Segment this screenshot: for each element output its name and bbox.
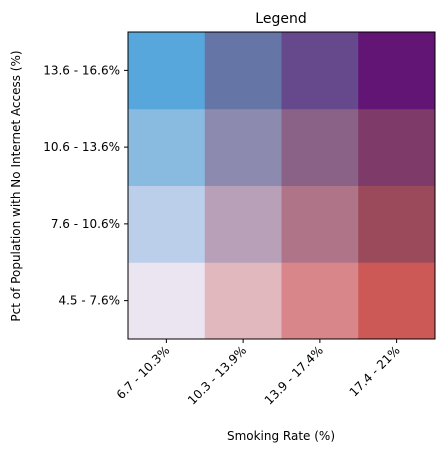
y-tick-label: 10.6 - 13.6% bbox=[43, 140, 120, 154]
y-tick-label: 13.6 - 16.6% bbox=[43, 63, 120, 77]
heatmap-cell bbox=[204, 185, 282, 263]
y-axis: 4.5 - 7.6% 7.6 - 10.6% 10.6 - 13.6% 13.6 - … bbox=[43, 63, 128, 308]
heatmap-cell bbox=[281, 262, 359, 340]
chart-title: Legend bbox=[255, 11, 306, 27]
x-tick-label: 13.9 - 17.4% bbox=[262, 343, 326, 407]
heatmap-cell bbox=[204, 262, 282, 340]
heatmap-cell bbox=[128, 262, 206, 340]
x-tick-label: 17.4 - 21% bbox=[347, 343, 403, 399]
y-axis-label: Pct of Population with No Internet Acces… bbox=[9, 50, 23, 321]
y-tick-label: 7.6 - 10.6% bbox=[51, 217, 120, 231]
x-axis: 6.7 - 10.3% 10.3 - 13.9% 13.9 - 17.4% 17.4 … bbox=[114, 339, 403, 407]
heatmap-cell bbox=[281, 185, 359, 263]
heatmap-cell bbox=[204, 32, 282, 110]
heatmap-cell bbox=[281, 32, 359, 110]
y-tick-label: 4.5 - 7.6% bbox=[58, 294, 120, 308]
heatmap-cell bbox=[281, 108, 359, 186]
heatmap-cell bbox=[128, 108, 206, 186]
x-tick-label: 10.3 - 13.9% bbox=[185, 343, 249, 407]
heatmap-cell bbox=[128, 185, 206, 263]
heatmap-cells bbox=[128, 32, 436, 340]
heatmap-cell bbox=[358, 108, 436, 186]
heatmap-cell bbox=[204, 108, 282, 186]
heatmap-cell bbox=[358, 185, 436, 263]
heatmap-cell bbox=[128, 32, 206, 110]
heatmap-cell bbox=[358, 262, 436, 340]
x-tick-label: 6.7 - 10.3% bbox=[114, 343, 173, 402]
x-axis-label: Smoking Rate (%) bbox=[227, 429, 335, 443]
heatmap-cell bbox=[358, 32, 436, 110]
plot-frame bbox=[127, 31, 436, 340]
